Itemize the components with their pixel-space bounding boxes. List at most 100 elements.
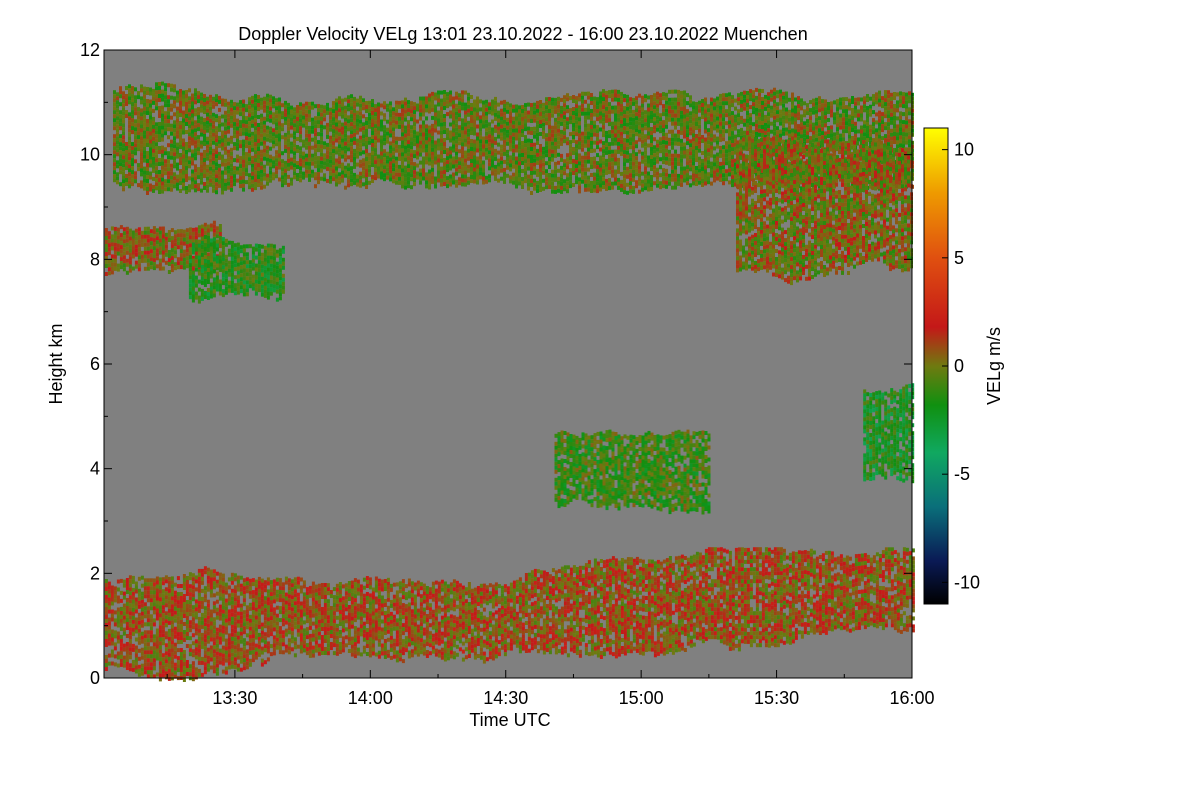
echo-pixel [611,173,614,178]
echo-pixel [182,182,185,187]
echo-pixel [716,128,719,133]
echo-pixel [248,157,251,162]
echo-pixel [653,101,656,106]
echo-pixel [569,132,572,137]
echo-pixel [560,113,563,118]
echo-pixel [368,172,371,177]
echo-pixel [785,119,788,124]
echo-pixel [413,110,416,115]
echo-pixel [587,183,590,188]
echo-pixel [416,171,419,176]
echo-pixel [602,177,605,182]
echo-pixel [524,147,527,152]
echo-pixel [266,109,269,114]
echo-pixel [428,93,431,98]
echo-pixel [275,114,278,119]
echo-pixel [629,97,632,102]
echo-pixel [119,94,122,99]
echo-pixel [458,97,461,102]
echo-pixel [455,147,458,152]
echo-pixel [512,140,515,145]
echo-pixel [416,139,419,144]
echo-pixel [866,94,869,98]
echo-pixel [485,155,488,160]
echo-pixel [518,161,521,166]
echo-pixel [191,93,194,98]
echo-pixel [740,119,743,124]
echo-pixel [416,151,419,156]
echo-pixel [161,125,164,130]
echo-pixel [869,104,872,109]
echo-pixel [641,103,644,108]
echo-pixel [503,167,506,172]
echo-pixel [242,119,245,124]
echo-pixel [365,161,368,165]
echo-pixel [320,104,323,109]
echo-pixel [248,129,251,134]
echo-pixel [314,136,317,141]
echo-pixel [155,102,158,107]
echo-pixel [323,109,326,114]
echo-pixel [362,142,365,147]
echo-pixel [194,140,197,145]
echo-pixel [122,155,125,160]
echo-pixel [848,130,851,135]
echo-pixel [656,175,659,180]
echo-pixel [581,131,584,136]
echo-pixel [290,149,293,154]
echo-pixel [494,168,497,173]
echo-pixel [233,158,236,163]
echo-pixel [617,141,620,146]
echo-pixel [638,113,641,118]
echo-pixel [638,177,641,182]
echo-pixel [698,164,701,169]
echo-pixel [188,124,191,129]
echo-pixel [413,142,416,147]
echo-pixel [548,145,551,149]
echo-pixel [773,115,776,120]
echo-pixel [239,128,242,133]
echo-pixel [368,112,371,117]
echo-pixel [218,115,221,120]
echo-pixel [128,168,131,173]
echo-pixel [611,161,614,166]
echo-pixel [356,162,359,167]
echo-pixel [263,156,266,161]
echo-pixel [788,129,791,134]
echo-pixel [248,149,251,154]
echo-pixel [359,147,362,152]
echo-pixel [272,128,275,133]
echo-pixel [617,149,620,154]
echo-pixel [542,134,545,139]
echo-pixel [617,105,620,110]
echo-pixel [818,120,821,125]
echo-pixel [644,150,647,155]
echo-pixel [716,156,719,161]
echo-pixel [671,153,674,158]
echo-pixel [260,137,263,142]
echo-pixel [170,167,173,172]
echo-pixel [659,157,662,162]
echo-pixel [578,177,581,182]
echo-pixel [866,114,869,118]
echo-pixel [392,119,395,124]
echo-pixel [122,99,125,104]
echo-pixel [191,105,194,110]
echo-pixel [224,126,227,131]
echo-pixel [740,115,743,120]
echo-pixel [818,180,821,185]
echo-pixel [197,119,200,124]
echo-pixel [152,132,155,137]
echo-pixel [845,117,848,122]
echo-pixel [650,143,653,147]
echo-pixel [728,116,731,121]
echo-pixel [671,105,674,110]
echo-pixel [737,121,740,126]
echo-pixel [602,181,605,186]
echo-pixel [728,136,731,141]
echo-pixel [437,142,440,147]
echo-pixel [821,111,824,116]
echo-pixel [668,109,671,114]
echo-pixel [299,162,302,167]
echo-pixel [374,172,377,177]
